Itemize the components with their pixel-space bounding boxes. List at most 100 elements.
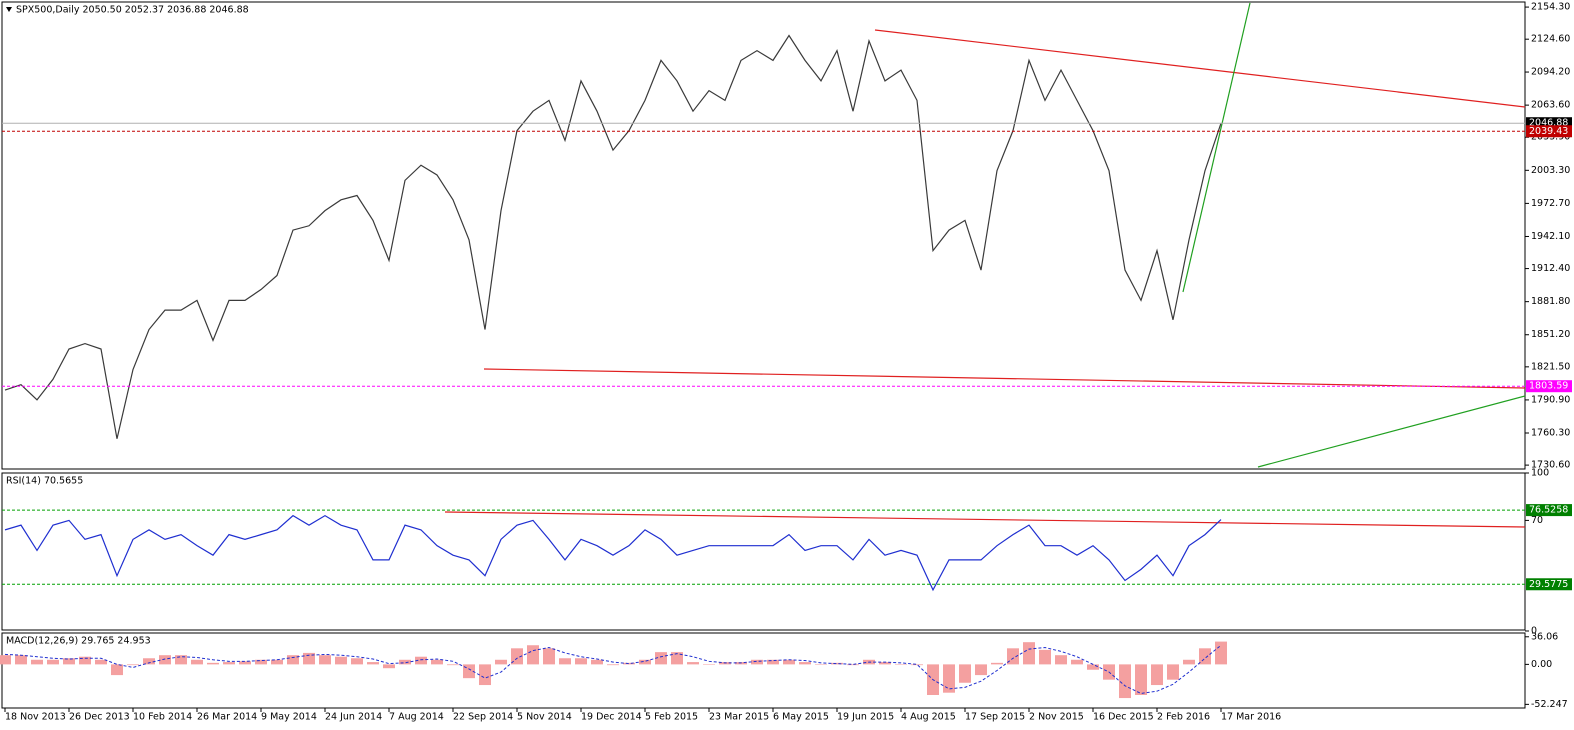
histogram-bar — [111, 664, 123, 676]
histogram-bar — [1087, 664, 1099, 670]
x-tick-label: 5 Feb 2015 — [645, 712, 698, 723]
histogram-bar — [671, 652, 683, 665]
signal-line — [4, 644, 1222, 694]
x-tick-label: 24 Jun 2014 — [325, 712, 382, 723]
histogram-bar — [815, 663, 827, 665]
y-tick-label: 1851.20 — [1531, 329, 1570, 340]
trendline — [874, 29, 1526, 108]
histogram-bar — [207, 662, 219, 665]
x-tick-label: 2 Nov 2015 — [1029, 712, 1084, 723]
trendline — [444, 511, 1526, 528]
histogram-bar — [175, 655, 187, 665]
level-label: 2039.43 — [1529, 126, 1568, 137]
y-tick-label: 70 — [1531, 515, 1543, 526]
histogram-bar — [1039, 649, 1051, 665]
x-tick-label: 26 Dec 2013 — [69, 712, 130, 723]
x-tick-label: 6 May 2015 — [773, 712, 829, 723]
histogram-bar — [351, 658, 363, 665]
x-tick-label: 16 Dec 2015 — [1093, 712, 1154, 723]
histogram-bar — [47, 659, 59, 665]
histogram-bar — [799, 662, 811, 665]
histogram-bar — [1055, 655, 1067, 665]
price-panel — [1, 1, 1526, 470]
macd-panel — [1, 632, 1526, 709]
y-tick-label: 2003.30 — [1531, 165, 1570, 176]
histogram-bar — [959, 664, 971, 683]
x-tick-label: 2 Feb 2016 — [1157, 712, 1210, 723]
histogram-bar — [943, 664, 955, 693]
histogram-bar — [895, 663, 907, 665]
histogram-bar — [607, 664, 619, 666]
histogram-bar — [703, 663, 715, 665]
histogram-bar — [847, 664, 859, 666]
histogram-bar — [687, 662, 699, 665]
x-tick-label: 7 Aug 2014 — [389, 712, 444, 723]
histogram-bar — [239, 661, 251, 665]
histogram-bar — [479, 664, 491, 686]
x-tick-label: 19 Jun 2015 — [837, 712, 894, 723]
histogram-bar — [271, 659, 283, 665]
histogram-bar — [95, 659, 107, 665]
x-tick-label: 10 Feb 2014 — [133, 712, 192, 723]
x-tick-label: 23 Mar 2015 — [709, 712, 769, 723]
histogram-bar — [1183, 659, 1195, 665]
level-label-bg — [1526, 125, 1572, 138]
y-tick-label: 2063.60 — [1531, 100, 1570, 111]
y-tick-label: -52.247 — [1531, 699, 1568, 710]
level-label-bg — [1526, 504, 1572, 517]
x-tick-label: 18 Nov 2013 — [5, 712, 66, 723]
histogram-bar — [975, 664, 987, 676]
y-tick-label: 36.06 — [1531, 631, 1558, 642]
trendline — [1257, 395, 1526, 468]
histogram-bar — [191, 659, 203, 665]
histogram-bar — [879, 662, 891, 665]
level-label-bg — [1526, 578, 1572, 591]
histogram-bar — [63, 658, 75, 665]
histogram-bar — [319, 655, 331, 665]
level-label: 2046.88 — [1529, 118, 1568, 129]
level-label: 1803.59 — [1529, 381, 1568, 392]
y-tick-label: 1972.70 — [1531, 198, 1570, 209]
level-label: 76.5258 — [1529, 505, 1568, 516]
histogram-bar — [399, 659, 411, 665]
histogram-bar — [383, 664, 395, 669]
series-line — [4, 514, 1222, 592]
histogram-bar — [1071, 659, 1083, 665]
level-label: 29.5775 — [1529, 579, 1568, 590]
macd-title: MACD(12,26,9) 29.765 24.953 — [6, 636, 151, 647]
histogram-bar — [1215, 641, 1227, 665]
histogram-bar — [783, 659, 795, 665]
histogram-bar — [223, 662, 235, 665]
histogram-bar — [287, 655, 299, 665]
histogram-bar — [1199, 648, 1211, 665]
histogram-bar — [511, 648, 523, 665]
price-title: SPX500,Daily 2050.50 2052.37 2036.88 204… — [16, 5, 249, 16]
histogram-bar — [655, 652, 667, 665]
y-tick-label: 1942.10 — [1531, 231, 1570, 242]
x-tick-label: 17 Mar 2016 — [1221, 712, 1281, 723]
histogram-bar — [1151, 664, 1163, 686]
histogram-bar — [0, 655, 11, 665]
y-tick-label: 0 — [1531, 626, 1537, 637]
y-tick-label: 0.00 — [1531, 659, 1552, 670]
series-line — [4, 34, 1222, 439]
histogram-bar — [623, 662, 635, 665]
histogram-bar — [575, 658, 587, 665]
histogram-bar — [767, 659, 779, 665]
y-tick-label: 1790.90 — [1531, 394, 1570, 405]
histogram-bar — [559, 658, 571, 665]
rsi-panel — [1, 472, 1526, 631]
x-tick-label: 22 Sep 2014 — [453, 712, 513, 723]
y-tick-label: 1912.40 — [1531, 263, 1570, 274]
histogram-bar — [159, 655, 171, 665]
histogram-bar — [127, 664, 139, 666]
histogram-bar — [495, 659, 507, 665]
y-tick-label: 2124.60 — [1531, 34, 1570, 45]
histogram-bar — [303, 652, 315, 665]
histogram-bar — [1023, 642, 1035, 665]
histogram-bar — [831, 662, 843, 665]
histogram-bar — [1167, 664, 1179, 680]
x-tick-label: 4 Aug 2015 — [901, 712, 956, 723]
y-tick-label: 1881.80 — [1531, 296, 1570, 307]
